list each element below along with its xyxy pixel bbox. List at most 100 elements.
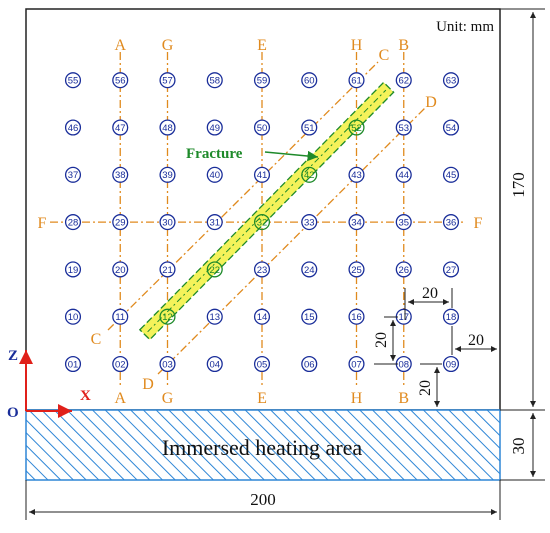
point-label: 51	[304, 123, 315, 134]
line-g-label-top: G	[162, 37, 174, 54]
point-20: 20	[112, 261, 129, 278]
point-marker	[348, 166, 365, 183]
point-26: 26	[395, 261, 412, 278]
point-marker	[301, 355, 318, 373]
point-marker	[206, 355, 223, 373]
point-marker	[159, 166, 176, 183]
point-marker	[64, 261, 82, 278]
point-label: 01	[68, 359, 79, 370]
point-label: 41	[257, 170, 268, 181]
dim-200-label: 200	[250, 490, 276, 509]
point-marker	[395, 72, 412, 89]
point-label: 63	[446, 76, 457, 87]
point-marker	[395, 166, 412, 183]
point-37: 37	[64, 166, 82, 183]
point-42: 42	[301, 166, 318, 183]
point-marker	[159, 308, 176, 325]
point-32: 32	[253, 214, 271, 231]
point-marker	[206, 214, 223, 231]
point-33: 33	[301, 214, 318, 231]
point-label: 12	[162, 312, 173, 323]
point-marker	[112, 166, 129, 183]
point-label: 20	[115, 265, 126, 276]
point-label: 37	[68, 170, 79, 181]
point-55: 55	[64, 72, 82, 89]
point-50: 50	[253, 119, 271, 136]
point-label: 47	[115, 123, 126, 134]
point-marker	[159, 261, 176, 278]
point-61: 61	[348, 72, 365, 89]
point-18: 18	[442, 308, 460, 325]
point-label: 30	[162, 218, 173, 229]
point-label: 10	[68, 312, 79, 323]
point-marker	[112, 261, 129, 278]
point-marker	[253, 261, 271, 278]
point-marker	[64, 72, 82, 89]
point-label: 55	[68, 76, 79, 87]
point-14: 14	[253, 308, 271, 325]
point-marker	[301, 308, 318, 325]
point-marker	[395, 261, 412, 278]
point-31: 31	[206, 214, 223, 231]
point-07: 07	[348, 355, 365, 373]
point-25: 25	[348, 261, 365, 278]
point-label: 04	[209, 359, 220, 370]
fracture-zone	[138, 81, 395, 341]
point-marker	[348, 308, 365, 325]
fracture-centerline	[147, 89, 387, 333]
dim-spacing-h2-label: 20	[468, 332, 484, 349]
point-44: 44	[395, 166, 412, 183]
point-17: 17	[395, 308, 412, 325]
point-label: 15	[304, 312, 315, 323]
point-08: 08	[395, 355, 412, 373]
point-label: 18	[446, 312, 457, 323]
point-marker	[301, 119, 318, 136]
point-marker	[206, 166, 223, 183]
point-marker	[206, 308, 223, 325]
line-h-label-top: H	[351, 37, 363, 54]
fracture-label: Fracture	[186, 146, 243, 162]
point-marker	[159, 72, 176, 89]
point-30: 30	[159, 214, 176, 231]
point-06: 06	[301, 355, 318, 373]
point-label: 39	[162, 170, 173, 181]
point-marker	[253, 355, 271, 373]
line-b-label-top: B	[398, 37, 409, 54]
point-45: 45	[442, 166, 460, 183]
point-label: 42	[304, 170, 315, 181]
point-label: 23	[257, 265, 268, 276]
point-marker	[253, 72, 271, 89]
point-marker	[348, 355, 365, 373]
point-label: 48	[162, 123, 173, 134]
point-label: 50	[257, 123, 268, 134]
point-40: 40	[206, 166, 223, 183]
z-axis-label: Z	[8, 348, 18, 364]
point-58: 58	[206, 72, 223, 89]
heating-area-label: Immersed heating area	[162, 435, 363, 460]
line-a-label-top: A	[114, 37, 126, 54]
point-marker	[206, 72, 223, 89]
point-marker	[253, 308, 271, 325]
point-16: 16	[348, 308, 365, 325]
point-label: 56	[115, 76, 126, 87]
point-marker	[64, 214, 82, 231]
line-c-label-start: C	[91, 331, 102, 348]
point-marker	[112, 72, 129, 89]
point-23: 23	[253, 261, 271, 278]
point-marker	[395, 119, 412, 136]
point-62: 62	[395, 72, 412, 89]
point-label: 14	[257, 312, 268, 323]
line-c-label-end: C	[379, 47, 390, 64]
point-label: 28	[68, 218, 79, 229]
point-marker	[442, 214, 460, 231]
point-19: 19	[64, 261, 82, 278]
point-39: 39	[159, 166, 176, 183]
point-60: 60	[301, 72, 318, 89]
point-46: 46	[64, 119, 82, 136]
point-02: 02	[112, 355, 129, 373]
point-63: 63	[442, 72, 460, 89]
line-e-label-bottom: E	[257, 390, 267, 407]
point-label: 49	[209, 123, 220, 134]
point-38: 38	[112, 166, 129, 183]
